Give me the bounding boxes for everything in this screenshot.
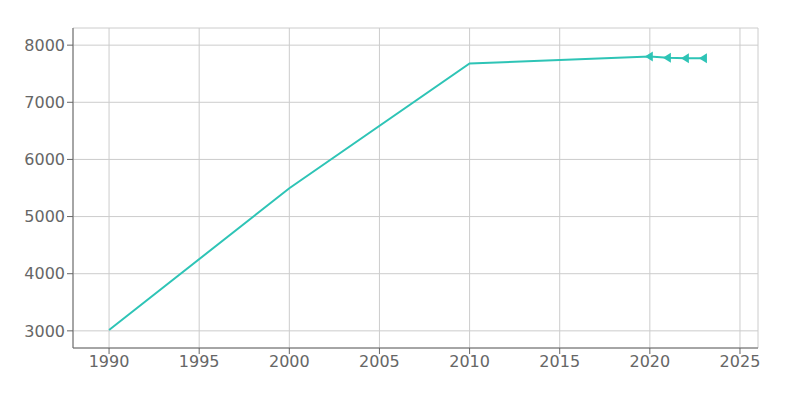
svg-text:2010: 2010 — [449, 352, 490, 371]
svg-text:2005: 2005 — [359, 352, 400, 371]
svg-text:6000: 6000 — [24, 150, 65, 169]
svg-text:5000: 5000 — [24, 207, 65, 226]
svg-text:1990: 1990 — [89, 352, 130, 371]
svg-text:2025: 2025 — [720, 352, 761, 371]
svg-text:3000: 3000 — [24, 322, 65, 341]
svg-text:2000: 2000 — [269, 352, 310, 371]
svg-text:4000: 4000 — [24, 264, 65, 283]
svg-text:8000: 8000 — [24, 36, 65, 55]
svg-text:2015: 2015 — [539, 352, 580, 371]
svg-text:1995: 1995 — [179, 352, 220, 371]
svg-text:7000: 7000 — [24, 93, 65, 112]
svg-text:2020: 2020 — [629, 352, 670, 371]
